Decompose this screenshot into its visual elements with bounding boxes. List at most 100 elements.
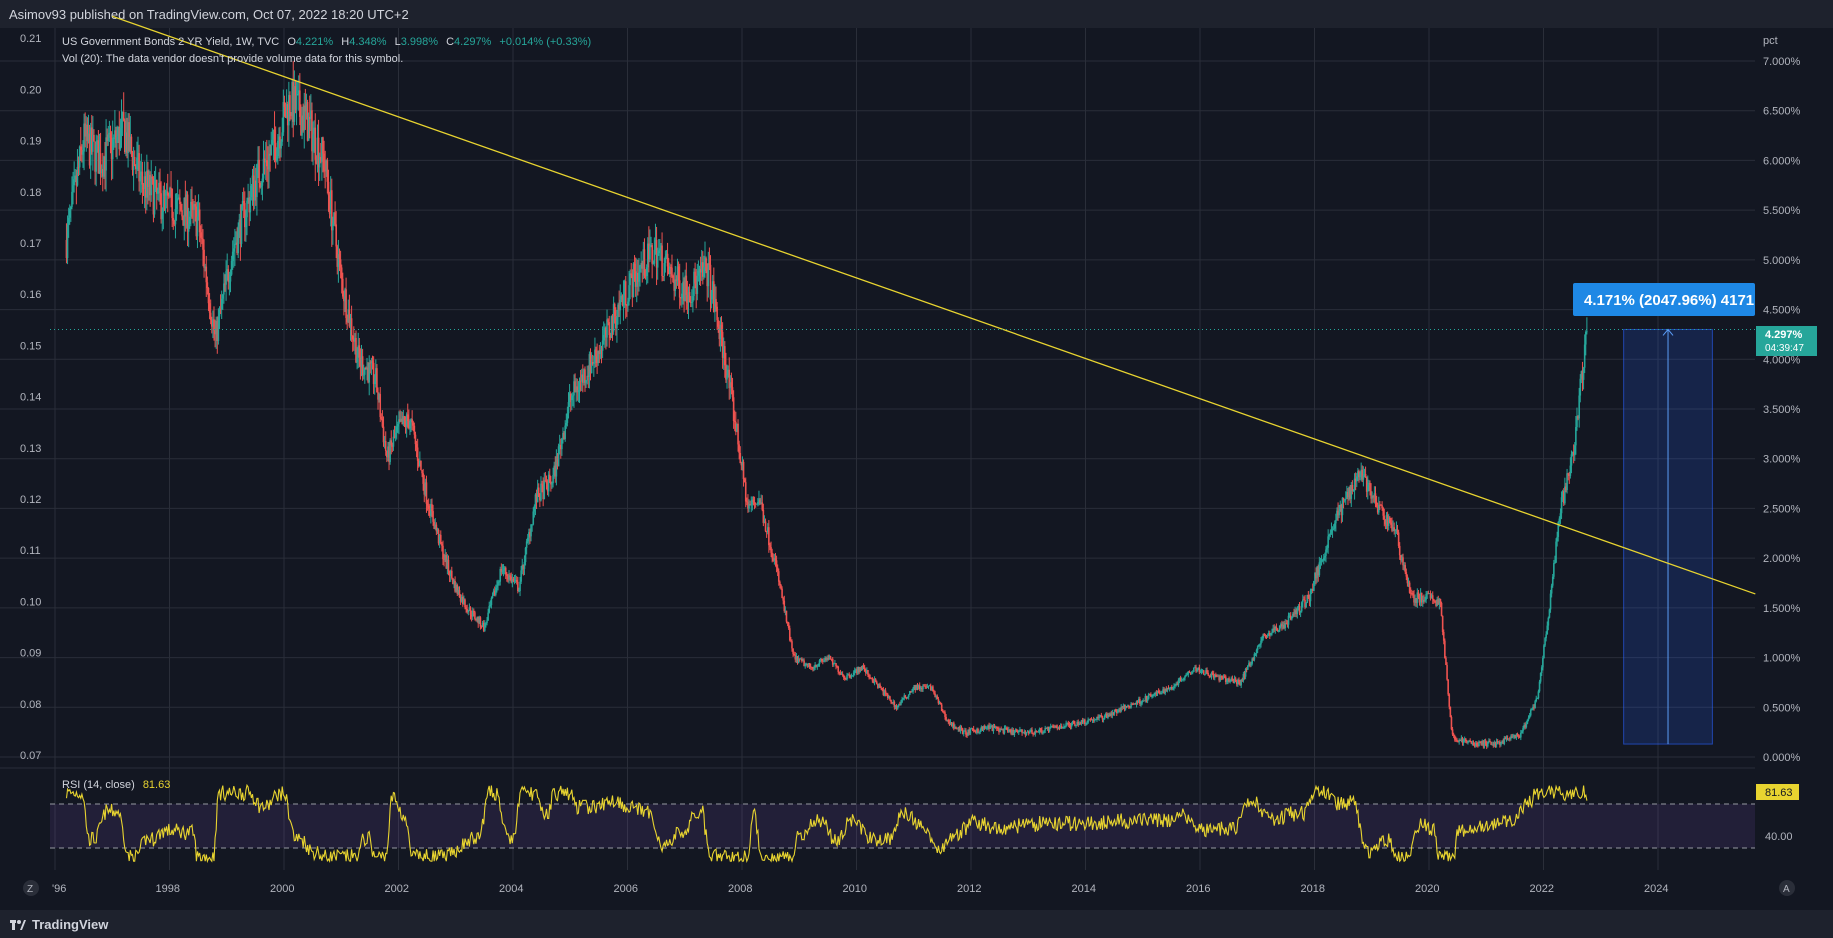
candle-body [427, 505, 430, 510]
candle-body [307, 116, 310, 141]
candle-body [1347, 492, 1349, 498]
candle-body [619, 299, 622, 311]
candle-body [846, 675, 848, 680]
volume-note: Vol (20): The data vendor doesn't provid… [62, 53, 403, 65]
candle-body [324, 170, 326, 172]
candle-body [1022, 732, 1024, 734]
candle-body [1234, 678, 1237, 682]
candle-body [1373, 493, 1376, 498]
candle-body [367, 367, 369, 383]
candle-body [404, 420, 407, 427]
candle-body [1183, 677, 1185, 680]
time-axis[interactable]: Z A '96 1998 2000 2002 2004 2006 2008 2010 2012 2… [23, 880, 1795, 896]
candle-body [241, 200, 244, 206]
candle-body [1115, 710, 1118, 714]
candle-body [115, 130, 117, 143]
candle-body [103, 156, 105, 177]
candle-body [464, 599, 466, 608]
candle-body [1254, 653, 1257, 654]
candle-body [362, 374, 365, 376]
candle-body [995, 726, 998, 729]
candle-body [742, 461, 745, 480]
candle-body [545, 480, 548, 484]
candle-body [1450, 716, 1453, 730]
auto-scale-button[interactable] [1779, 880, 1795, 896]
price-range-measure[interactable]: 4.171% (2047.96%) 4171 [1573, 283, 1755, 745]
candle-body [740, 463, 743, 466]
candle-body [695, 283, 697, 294]
candle-body [256, 164, 258, 198]
candle-body [1220, 675, 1223, 678]
time-tick-label: 2014 [1072, 883, 1096, 895]
candle-body [386, 450, 388, 458]
candle-body [460, 596, 463, 602]
time-tick-label: 2012 [957, 883, 981, 895]
candle-body [1153, 694, 1155, 696]
candle-body [381, 418, 384, 427]
candle-body [431, 504, 433, 512]
candle-body [1315, 573, 1317, 579]
candle-body [1441, 615, 1444, 632]
candle-body [488, 606, 491, 613]
timezone-button[interactable] [23, 880, 39, 896]
candle-body [746, 501, 748, 503]
candle-body [212, 319, 214, 327]
candle-body [150, 176, 153, 196]
candle-body [180, 204, 182, 211]
candle-body [1348, 486, 1350, 498]
candle-body [65, 239, 68, 259]
candle-body [1278, 625, 1281, 631]
candle-body [774, 558, 777, 561]
candle-body [173, 220, 176, 225]
candle-body [183, 197, 186, 226]
candle-body [1100, 715, 1103, 717]
candle-body [744, 482, 747, 502]
candle-body [1043, 730, 1045, 733]
candle-body [975, 731, 977, 733]
candle-body [1241, 679, 1244, 681]
close-label: C [446, 36, 454, 48]
candle-body [1336, 510, 1338, 521]
candle-body [703, 267, 705, 277]
candle-body [548, 474, 551, 482]
candle-body [711, 281, 714, 293]
candle-body [1123, 705, 1126, 710]
candle-body [1510, 736, 1512, 739]
candle-body [806, 663, 809, 665]
candle-body [439, 534, 442, 544]
candle-body [402, 416, 405, 425]
candle-body [1518, 736, 1521, 738]
candle-body [216, 321, 219, 341]
price-chart[interactable]: pct 0.000% 0.500% 1.000% 1.500% 2.000% 2.500%… [0, 0, 1833, 910]
candle-body [827, 657, 830, 660]
candle-body [1235, 681, 1238, 685]
candle-body [1173, 685, 1175, 688]
candle-body [247, 197, 249, 201]
candle-body [847, 674, 849, 676]
candle-body [881, 688, 884, 690]
candle-body [998, 729, 1000, 733]
candle-body [240, 205, 243, 244]
candle-body [751, 499, 754, 505]
candle-body [1075, 725, 1077, 727]
right-price-axis[interactable]: pct 0.000% 0.500% 1.000% 1.500% 2.000% 2.500%… [1763, 35, 1801, 764]
candle-body [1339, 504, 1342, 512]
candle-body [353, 339, 355, 342]
candle-body [1137, 698, 1140, 703]
candle-body [905, 697, 908, 698]
candle-body [671, 267, 673, 276]
candle-body [1274, 626, 1277, 631]
candle-body [580, 374, 583, 382]
candle-body [1293, 613, 1295, 615]
candle-body [244, 203, 246, 228]
candle-body [259, 182, 262, 188]
candle-body [725, 365, 727, 380]
candle-body [279, 136, 281, 149]
trendline[interactable] [112, 15, 1756, 595]
candle-body [1196, 669, 1198, 672]
candle-body [172, 217, 175, 221]
candle-body [489, 605, 492, 607]
candle-body [1380, 505, 1382, 506]
candle-body [250, 186, 253, 198]
candle-body [1559, 513, 1562, 519]
